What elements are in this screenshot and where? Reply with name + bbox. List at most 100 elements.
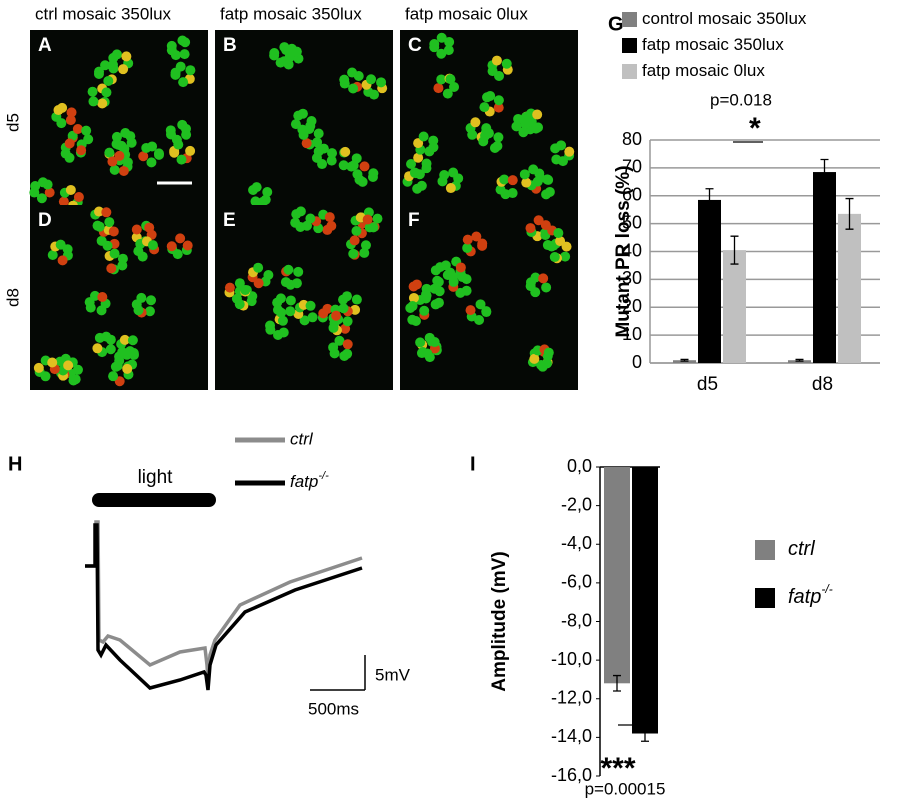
photoreceptor bbox=[407, 301, 418, 312]
legend-label: ctrl bbox=[290, 429, 314, 448]
scale-label-y: 5mV bbox=[375, 665, 411, 684]
photoreceptor bbox=[461, 274, 472, 285]
photoreceptor bbox=[417, 347, 428, 358]
y-tick-label: -8,0 bbox=[561, 610, 592, 630]
y-tick-label: 10 bbox=[622, 324, 642, 344]
photoreceptor bbox=[58, 196, 69, 207]
legend-label: control mosaic 350lux bbox=[642, 9, 807, 28]
photoreceptor bbox=[240, 285, 251, 296]
photoreceptor bbox=[339, 350, 350, 361]
photoreceptor bbox=[111, 49, 122, 60]
photoreceptor bbox=[136, 292, 147, 303]
photoreceptor bbox=[376, 77, 387, 88]
y-tick-label: 80 bbox=[622, 129, 642, 149]
legend-superscript: -/- bbox=[318, 470, 329, 482]
photoreceptor bbox=[543, 174, 554, 185]
photoreceptor bbox=[262, 187, 273, 198]
panel-letter: A bbox=[38, 35, 52, 56]
photoreceptor bbox=[366, 74, 377, 85]
column-header: fatp mosaic 0lux bbox=[405, 4, 528, 23]
photoreceptor bbox=[413, 152, 424, 163]
legend-swatch bbox=[622, 38, 637, 53]
error-bar bbox=[613, 674, 621, 692]
scale-label-x: 500ms bbox=[308, 699, 359, 718]
photoreceptor bbox=[424, 146, 435, 157]
photoreceptor bbox=[556, 140, 567, 151]
photoreceptor bbox=[313, 128, 324, 139]
x-tick-label: d8 bbox=[812, 374, 833, 395]
photoreceptor bbox=[407, 314, 418, 325]
photoreceptor bbox=[368, 168, 379, 179]
photoreceptor bbox=[92, 343, 103, 354]
photoreceptor bbox=[318, 143, 329, 154]
photoreceptor bbox=[125, 131, 136, 142]
photoreceptor bbox=[415, 337, 426, 348]
photoreceptor bbox=[57, 255, 68, 266]
photoreceptor bbox=[322, 303, 333, 314]
photoreceptor bbox=[533, 215, 544, 226]
photoreceptor bbox=[421, 158, 432, 169]
photoreceptor bbox=[348, 248, 359, 259]
photoreceptor bbox=[327, 148, 338, 159]
photoreceptor bbox=[107, 156, 118, 167]
photoreceptor bbox=[351, 294, 362, 305]
photoreceptor bbox=[272, 330, 283, 341]
photoreceptor bbox=[444, 36, 455, 47]
photoreceptor bbox=[285, 306, 296, 317]
legend-swatch bbox=[755, 588, 775, 608]
photoreceptor bbox=[543, 347, 554, 358]
y-tick-label: -12,0 bbox=[551, 688, 592, 708]
photoreceptor bbox=[436, 48, 447, 59]
y-tick-label: -6,0 bbox=[561, 572, 592, 592]
photoreceptor bbox=[47, 357, 58, 368]
photoreceptor bbox=[553, 228, 564, 239]
photoreceptor bbox=[349, 235, 360, 246]
photoreceptor bbox=[127, 335, 138, 346]
photoreceptor bbox=[449, 81, 460, 92]
photoreceptor bbox=[445, 183, 456, 194]
photoreceptor bbox=[234, 278, 245, 289]
y-tick-label: 40 bbox=[622, 240, 642, 260]
panel-letter: F bbox=[408, 210, 420, 231]
photoreceptor bbox=[462, 234, 473, 245]
legend-label: fatp bbox=[290, 472, 318, 491]
y-tick-label: 50 bbox=[622, 212, 642, 232]
photoreceptor bbox=[180, 123, 191, 134]
photoreceptor bbox=[138, 151, 149, 162]
photoreceptor bbox=[351, 225, 362, 236]
photoreceptor bbox=[434, 286, 445, 297]
photoreceptor bbox=[513, 113, 524, 124]
photoreceptor bbox=[67, 130, 78, 141]
photoreceptor bbox=[299, 315, 310, 326]
photoreceptor bbox=[475, 299, 486, 310]
photoreceptor bbox=[65, 184, 76, 195]
photoreceptor bbox=[185, 65, 196, 76]
photoreceptor bbox=[283, 264, 294, 275]
photoreceptor bbox=[541, 189, 552, 200]
column-header: fatp mosaic 350lux bbox=[220, 4, 362, 23]
photoreceptor bbox=[88, 96, 99, 107]
photoreceptor bbox=[104, 147, 115, 158]
trace-ctrl bbox=[85, 520, 363, 683]
photoreceptor bbox=[305, 213, 316, 224]
photoreceptor bbox=[295, 206, 306, 217]
photoreceptor bbox=[297, 108, 308, 119]
legend-label: fatp mosaic 350lux bbox=[642, 35, 784, 54]
legend-label: fatp mosaic 0lux bbox=[642, 61, 765, 80]
photoreceptor bbox=[359, 247, 370, 258]
photoreceptor bbox=[285, 295, 296, 306]
legend-superscript: -/- bbox=[821, 582, 832, 596]
photoreceptor bbox=[436, 32, 447, 43]
photoreceptor bbox=[529, 353, 540, 364]
photoreceptor bbox=[153, 148, 164, 159]
photoreceptor bbox=[436, 74, 447, 85]
photoreceptor bbox=[87, 86, 98, 97]
photoreceptor bbox=[334, 335, 345, 346]
micrographs: A B C D E F bbox=[29, 30, 578, 390]
y-tick-label: 0 bbox=[632, 352, 642, 372]
photoreceptor bbox=[455, 287, 466, 298]
error-bar bbox=[795, 358, 804, 362]
photoreceptor bbox=[342, 339, 353, 350]
photoreceptor bbox=[94, 66, 105, 77]
photoreceptor bbox=[105, 344, 116, 355]
